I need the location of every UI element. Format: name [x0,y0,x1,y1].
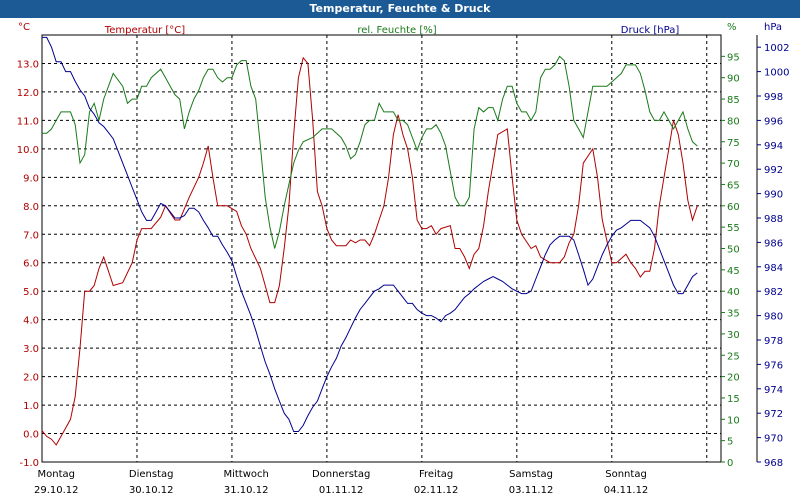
window-title: Temperatur, Feuchte & Druck [0,0,800,18]
humidity-tick-label: 50 [727,245,740,256]
pressure-tick-label: 982 [764,287,783,298]
x-tick-day-label: Montag [38,469,75,480]
humidity-tick-label: 90 [727,74,740,85]
pressure-legend-label: Druck [hPa] [621,25,680,36]
temperature-tick-label: 5.0 [23,287,39,298]
x-tick-date-label: 30.10.12 [129,485,174,496]
temperature-tick-label: 0.0 [23,430,39,441]
humidity-tick-label: 65 [727,180,740,191]
temperature-tick-label: 10.0 [17,145,39,156]
pressure-tick-label: 972 [764,409,783,420]
temperature-tick-label: 8.0 [23,202,39,213]
temperature-tick-label: 1.0 [23,401,39,412]
pressure-tick-label: 984 [764,263,783,274]
humidity-tick-label: 20 [727,373,740,384]
temperature-series-line [41,56,698,446]
pressure-tick-label: 986 [764,238,783,249]
pressure-tick-label: 968 [764,458,783,469]
temperature-tick-label: 7.0 [23,230,39,241]
humidity-axis-unit: % [727,22,737,33]
pressure-tick-label: 996 [764,116,783,127]
pressure-series-line [42,36,698,432]
x-tick-day-label: Freitag [419,469,453,480]
pressure-tick-label: 974 [764,385,783,396]
pressure-tick-label: 994 [764,141,783,152]
humidity-tick-label: 0 [727,458,733,469]
temperature-tick-label: 11.0 [17,116,39,127]
x-tick-date-label: 04.11.12 [604,485,649,496]
x-tick-day-label: Samstag [509,469,553,480]
humidity-tick-label: 80 [727,116,740,127]
pressure-axis-unit: hPa [764,22,782,33]
pressure-tick-label: 980 [764,312,783,323]
pressure-tick-label: 976 [764,360,783,371]
humidity-tick-label: 55 [727,223,740,234]
temperature-tick-label: 12.0 [17,88,39,99]
humidity-tick-label: 70 [727,159,740,170]
humidity-tick-label: 25 [727,351,740,362]
x-tick-date-label: 29.10.12 [34,485,79,496]
x-tick-day-label: Dienstag [129,469,174,480]
plot-frame [41,34,722,463]
temperature-tick-label: 2.0 [23,373,39,384]
pressure-tick-label: 970 [764,434,783,445]
humidity-tick-label: 95 [727,52,740,63]
x-tick-date-label: 31.10.12 [224,485,269,496]
humidity-tick-label: 35 [727,309,740,320]
temperature-axis-unit: °C [18,22,30,33]
temperature-legend-label: Temperatur [°C] [104,25,185,36]
x-tick-day-label: Donnerstag [312,469,370,480]
temperature-tick-label: 9.0 [23,173,39,184]
x-tick-day-label: Sonntag [605,469,647,480]
x-tick-date-label: 03.11.12 [509,485,554,496]
pressure-tick-label: 1002 [764,43,789,54]
temperature-tick-label: 4.0 [23,316,39,327]
humidity-tick-label: 45 [727,266,740,277]
humidity-tick-label: 5 [727,437,733,448]
temperature-tick-label: 6.0 [23,259,39,270]
pressure-tick-label: 992 [764,165,783,176]
humidity-tick-label: 75 [727,138,740,149]
x-tick-date-label: 01.11.12 [319,485,364,496]
temperature-tick-label: 3.0 [23,344,39,355]
x-tick-date-label: 02.11.12 [414,485,459,496]
pressure-tick-label: 988 [764,214,783,225]
humidity-tick-label: 15 [727,394,740,405]
temperature-tick-label: 13.0 [17,59,39,70]
humidity-tick-label: 10 [727,415,740,426]
pressure-tick-label: 990 [764,190,783,201]
humidity-tick-label: 60 [727,202,740,213]
humidity-tick-label: 30 [727,330,740,341]
humidity-tick-label: 85 [727,95,740,106]
pressure-tick-label: 998 [764,92,783,103]
humidity-legend-label: rel. Feuchte [%] [357,25,436,36]
temperature-tick-label: -1.0 [19,458,39,469]
pressure-tick-label: 978 [764,336,783,347]
pressure-tick-label: 1000 [764,68,789,79]
humidity-series-line [42,55,698,249]
x-tick-day-label: Mittwoch [223,469,268,480]
humidity-tick-label: 40 [727,287,740,298]
chart-canvas: -1.0 0.0 1.0 2.0 3.0 4.0 5.0 6.0 7.0 8.0 9.0 10.0 11… [17,22,790,496]
